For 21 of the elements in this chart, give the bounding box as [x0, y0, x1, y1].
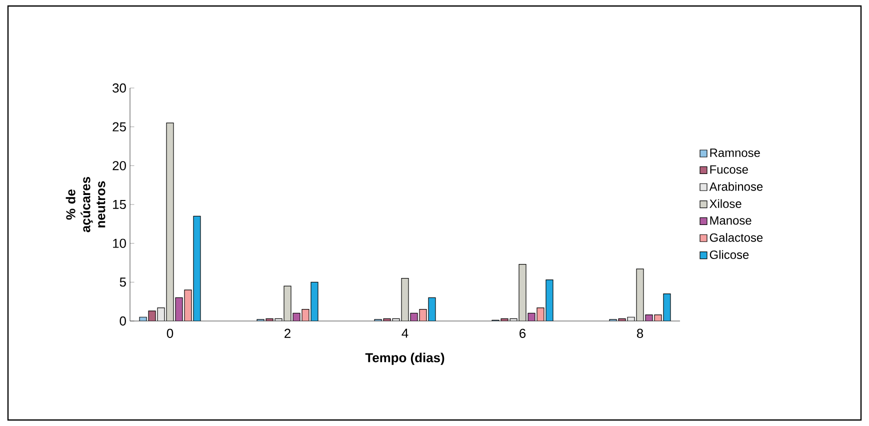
legend-label: Glicose	[710, 250, 749, 259]
x-tick-label: 8	[636, 328, 644, 338]
y-tick-label: 10	[113, 238, 126, 248]
x-tick-label: 6	[520, 328, 526, 338]
y-tick-label: 15	[113, 200, 126, 210]
y-tick-label: 5	[120, 278, 126, 287]
y-tick-label: 30	[112, 83, 126, 93]
y-tick-label: 20	[112, 161, 126, 170]
legend-label: Fucose	[710, 165, 748, 174]
legend-label: Ramnose	[710, 148, 760, 157]
legend-label: Manose	[710, 216, 752, 225]
y-axis-title: % de açúcares neutros	[66, 176, 106, 232]
x-tick-label: 2	[284, 328, 290, 338]
x-tick-label: 0	[166, 328, 174, 338]
y-tick-label: 25	[112, 122, 126, 132]
x-axis-title: Tempo (dias)	[365, 352, 444, 365]
legend-label: Xilose	[710, 199, 742, 208]
y-tick-label: 0	[120, 316, 126, 326]
legend-label: Galactose	[710, 233, 763, 242]
legend-label: Arabinose	[709, 182, 763, 191]
x-tick-label: 4	[402, 328, 408, 338]
